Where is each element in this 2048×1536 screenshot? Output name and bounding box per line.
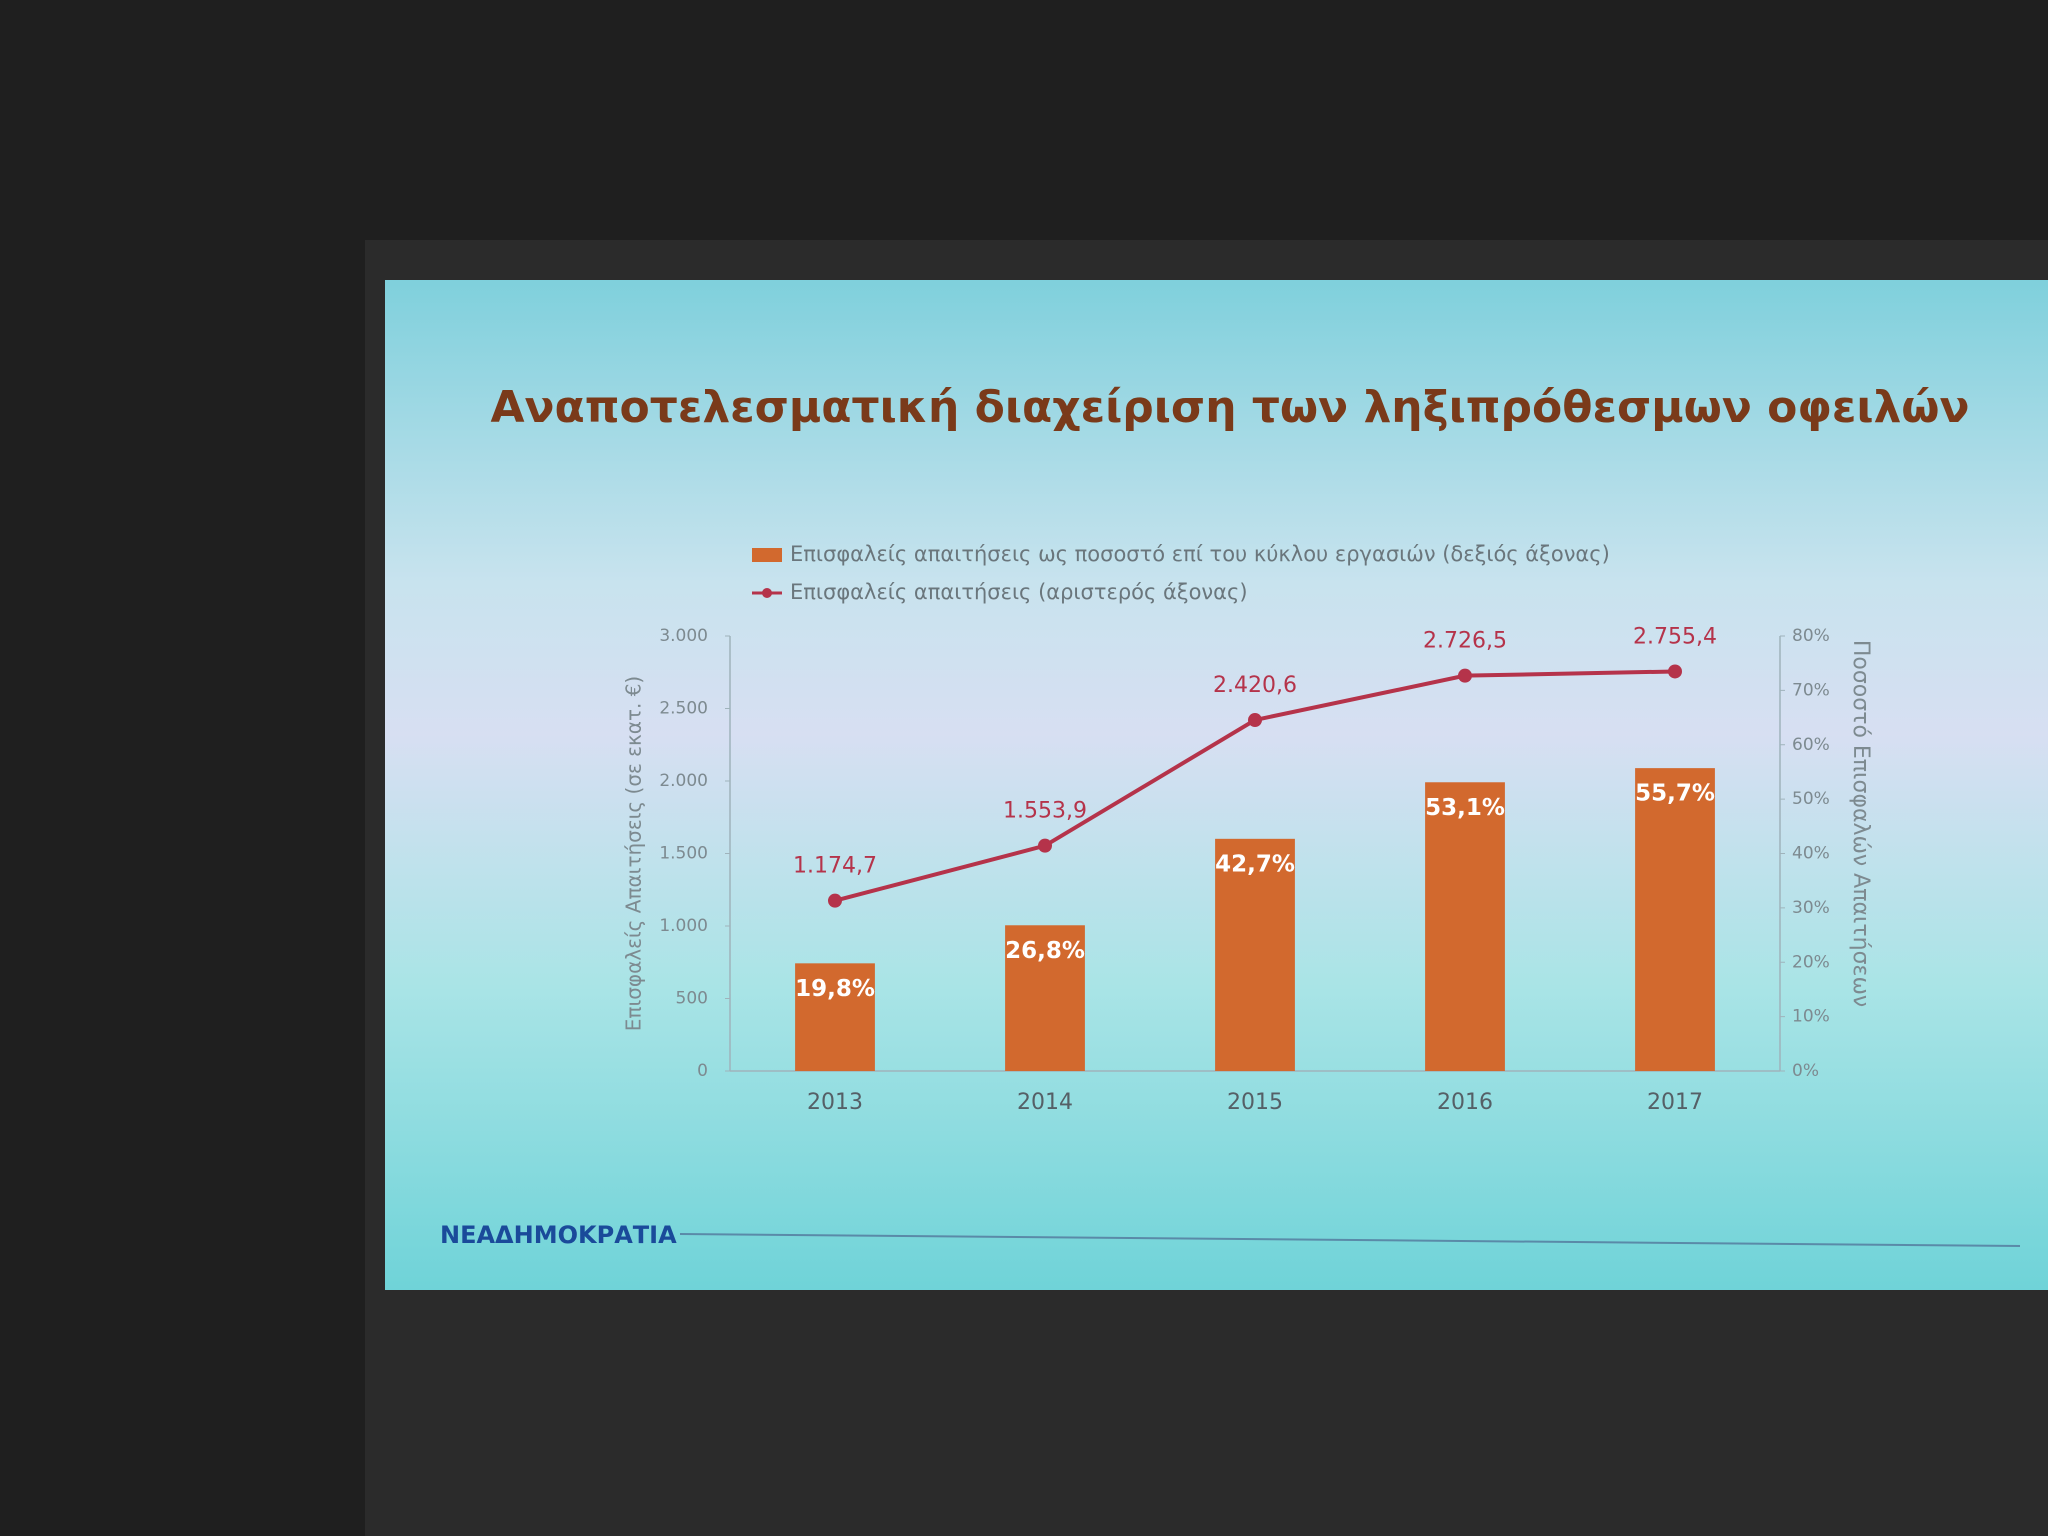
y2-tick-label: 60% [1792,735,1830,755]
bar-value-label: 26,8% [1005,938,1085,964]
line-value-label: 1.174,7 [793,854,877,879]
bar [1215,838,1295,1071]
legend-swatch [752,548,782,562]
y-tick-label: 2.500 [659,699,708,719]
x-tick-label: 2013 [807,1090,863,1115]
logo: ΝΕΑΔΗΜΟΚΡΑΤΙΑ [440,1221,677,1249]
y2-tick-label: 50% [1792,789,1830,809]
bar [1005,925,1085,1071]
y-tick-label: 0 [697,1061,708,1081]
legend-label: Επισφαλείς απαιτήσεις ως ποσοστό επί του… [790,542,1610,566]
x-tick-label: 2017 [1647,1090,1703,1115]
line-value-label: 2.755,4 [1633,624,1717,649]
line-point [1458,668,1472,683]
bar-value-label: 55,7% [1635,781,1715,807]
footer-line [679,1233,2021,1247]
slide [385,280,2048,1290]
x-tick-label: 2014 [1017,1090,1073,1115]
y2-axis-title: Ποσοστό Επισφαλών Απαιτήσεων [1848,640,1873,1007]
y-axis-title: Επισφαλείς Απαιτήσεις (σε εκατ. €) [622,676,646,1031]
bar [1635,768,1715,1071]
y2-tick-label: 20% [1792,952,1830,972]
y2-tick-label: 30% [1792,898,1830,918]
line-value-label: 1.553,9 [1003,799,1087,824]
y2-tick-label: 0% [1792,1061,1819,1081]
y-tick-label: 1.500 [659,844,708,864]
x-tick-label: 2015 [1227,1090,1283,1115]
legend-swatch [762,588,772,598]
y-tick-label: 2.000 [659,771,708,791]
bar [1425,782,1505,1071]
legend-label: Επισφαλείς απαιτήσεις (αριστερός άξονας) [790,580,1248,604]
y2-tick-label: 10% [1792,1007,1830,1027]
chart-title: Αναποτελεσματική διαχείριση των ληξιπρόθ… [490,382,1969,433]
line-point [1038,838,1052,853]
y-tick-label: 3.000 [659,626,708,646]
line-value-label: 2.726,5 [1423,629,1507,654]
x-tick-label: 2016 [1437,1090,1493,1115]
y-tick-label: 1.000 [659,916,708,936]
line-point [828,893,842,908]
bar [795,963,875,1071]
y2-tick-label: 80% [1792,626,1830,646]
y2-tick-label: 40% [1792,844,1830,864]
bar-value-label: 53,1% [1425,795,1505,821]
y-tick-label: 500 [676,989,708,1009]
line-point [1668,664,1682,679]
line-value-label: 2.420,6 [1213,673,1297,698]
bar-value-label: 19,8% [795,976,875,1002]
line-point [1248,713,1262,728]
y2-tick-label: 70% [1792,680,1830,700]
bar-value-label: 42,7% [1215,851,1295,877]
